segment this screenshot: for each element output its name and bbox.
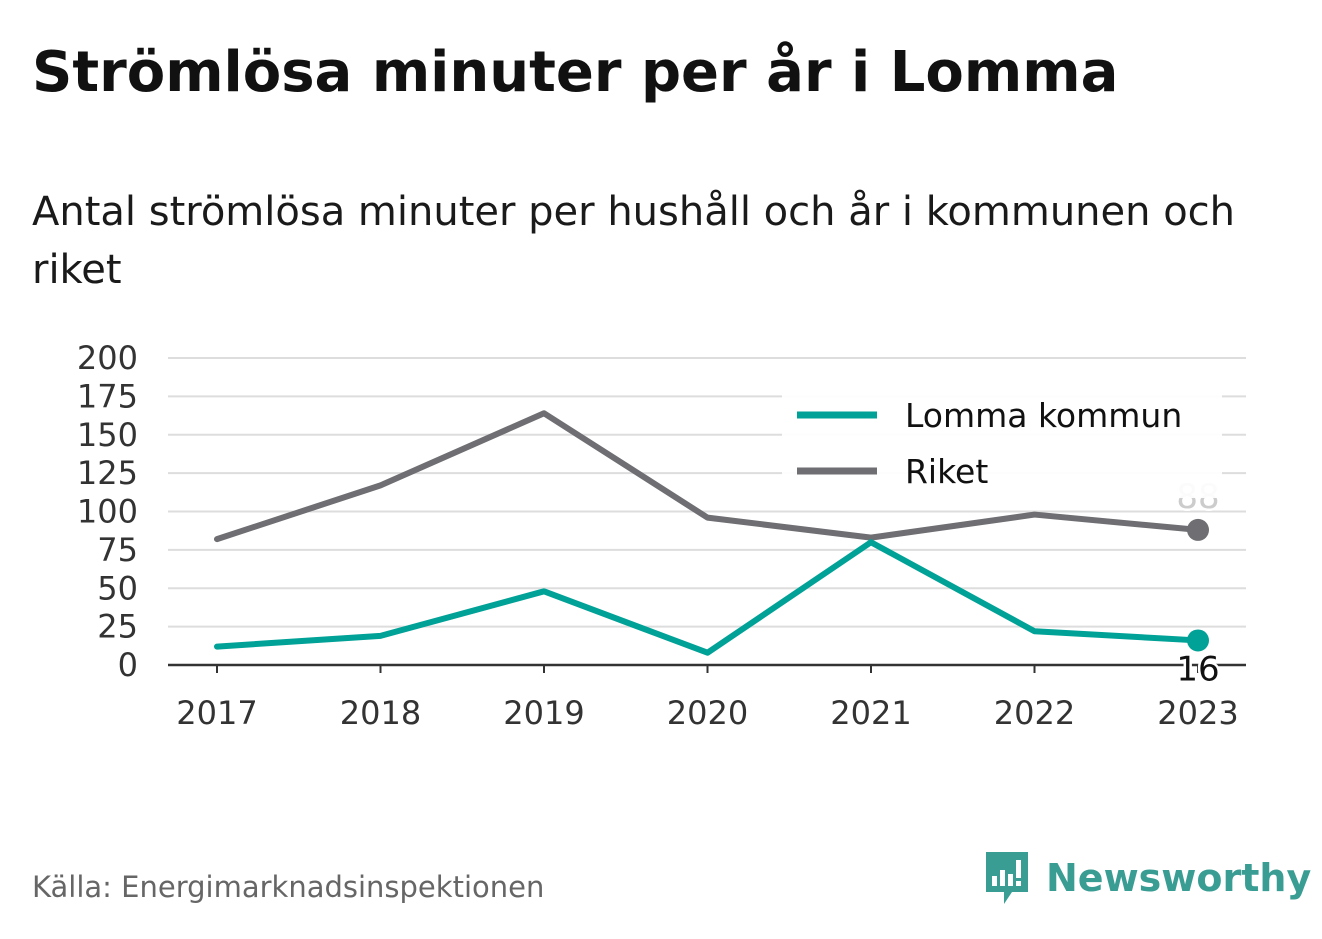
- source-note: Källa: Energimarknadsinspektionen: [32, 870, 545, 904]
- legend-label: Lomma kommun: [905, 396, 1182, 435]
- y-tick-label: 150: [77, 416, 138, 454]
- y-tick-label: 25: [97, 608, 138, 646]
- y-tick-label: 100: [77, 493, 138, 531]
- y-tick-label: 75: [97, 531, 138, 569]
- chart-subtitle: Antal strömlösa minuter per hushåll och …: [32, 189, 1236, 293]
- end-label-lomma: 16: [1176, 649, 1219, 689]
- x-tick-label: 2023: [1157, 694, 1238, 732]
- series-end-point: [1187, 629, 1209, 652]
- y-tick-label: 50: [97, 569, 138, 607]
- newsworthy-logo-icon: [986, 852, 1028, 904]
- x-tick-label: 2022: [994, 694, 1075, 732]
- series-end-point: [1187, 518, 1209, 541]
- y-tick-label: 0: [118, 646, 138, 684]
- y-tick-label: 200: [77, 339, 138, 377]
- legend-background: [782, 386, 1222, 498]
- x-tick-label: 2019: [503, 694, 584, 732]
- legend: Lomma kommun Riket: [782, 386, 1222, 498]
- x-tick-label: 2021: [830, 694, 911, 732]
- y-tick-label: 125: [77, 454, 138, 492]
- x-tick-label: 2020: [667, 694, 748, 732]
- chart-title: Strömlösa minuter per år i Lomma: [32, 40, 1119, 105]
- brand-name: Newsworthy: [1046, 856, 1312, 900]
- series-line: [214, 410, 1201, 543]
- legend-label: Riket: [905, 452, 988, 491]
- x-tick-label: 2018: [340, 694, 421, 732]
- series-line: [214, 539, 1201, 656]
- y-tick-label: 175: [77, 377, 138, 415]
- brand-logo[interactable]: Newsworthy: [982, 848, 1311, 908]
- x-axis: 2017 2018 2019 2020 2021 2022 2023: [168, 663, 1246, 732]
- x-tick-label: 2017: [176, 694, 257, 732]
